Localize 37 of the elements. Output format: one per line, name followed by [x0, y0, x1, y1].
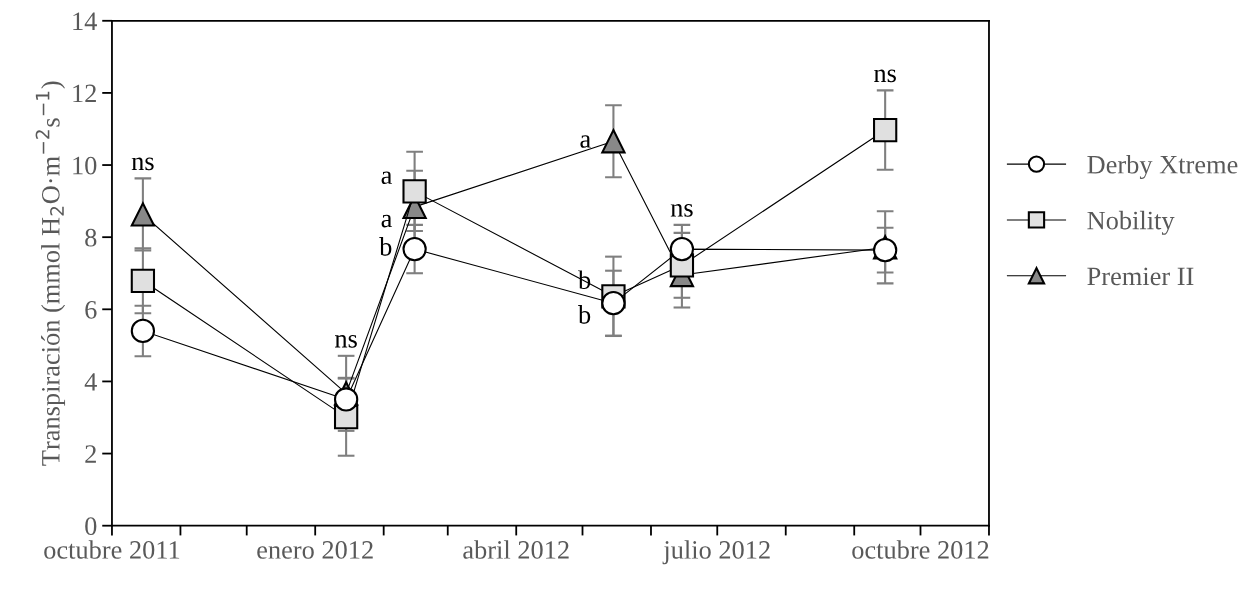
point: [130, 268, 156, 293]
y-tick-label: 14: [73, 12, 97, 30]
point: [873, 238, 898, 263]
point: [402, 236, 427, 262]
legend-label: Derby Xtreme: [1087, 155, 1238, 180]
point: [601, 291, 626, 316]
x-tick-label: octubre 2011: [44, 540, 180, 559]
annotation: b: [578, 305, 591, 324]
point: [669, 236, 695, 262]
y-tick-label: 12: [73, 84, 96, 103]
legend-label: Premier II: [1087, 267, 1194, 286]
y-tick-label: 2: [85, 445, 96, 463]
x-tick-label: julio 2012: [662, 540, 770, 565]
point: [601, 129, 626, 154]
point: [130, 318, 156, 344]
y-tick-label: 4: [84, 373, 97, 391]
y-tick-label: 0: [85, 517, 97, 536]
point: [333, 387, 359, 412]
x-tick-label: abril 2012: [463, 540, 569, 559]
x-tick-label: octubre 2012: [852, 540, 989, 559]
annotation: a: [381, 171, 393, 185]
point: [402, 179, 427, 204]
point: [873, 117, 898, 143]
y-tick-label: 6: [85, 300, 97, 319]
annotation: a: [580, 135, 591, 148]
legend-label: Nobility: [1087, 210, 1175, 235]
annotation: ns: [335, 334, 357, 348]
annotation: ns: [874, 69, 896, 83]
y-tick-label: 8: [85, 228, 97, 247]
annotation: b: [379, 237, 392, 256]
point: [130, 202, 156, 227]
annotation: ns: [670, 204, 693, 217]
y-tick-label: 10: [73, 156, 97, 175]
x-tick-label: enero 2012: [257, 541, 373, 559]
annotation: a: [381, 214, 393, 228]
y-axis-title: Transpiración (mmol H$_{2}$O·m$^{−2}$s$^{−1}$): [35, 81, 66, 466]
annotation: ns: [131, 157, 154, 171]
